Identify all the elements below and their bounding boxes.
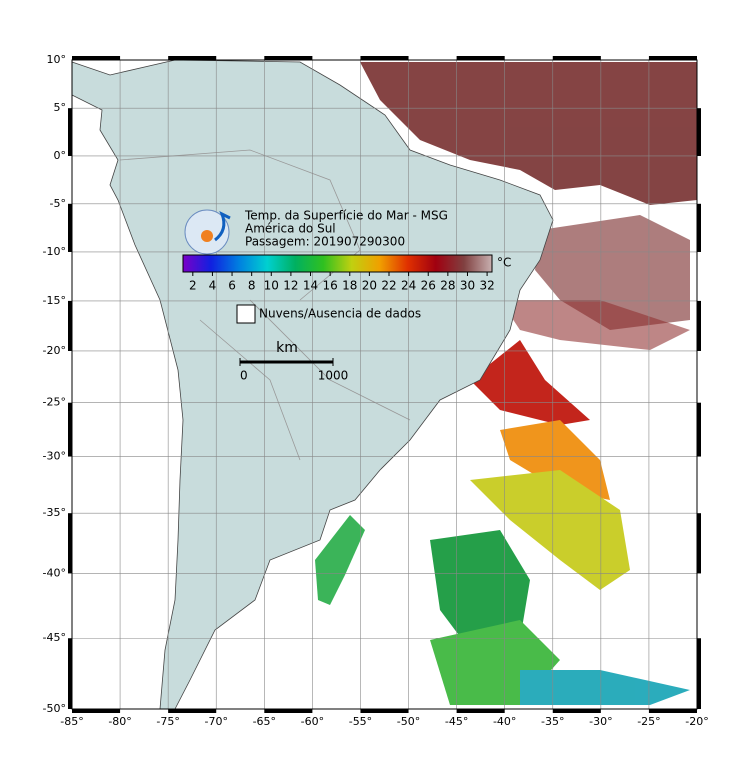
sst-patch — [360, 62, 697, 205]
x-tick-label: -30° — [589, 715, 612, 728]
sst-patch — [520, 670, 690, 705]
colorbar-tick-label: 26 — [421, 279, 436, 293]
sst-patches — [315, 62, 697, 705]
sst-patch — [315, 515, 365, 605]
colorbar-tick-label: 2 — [189, 279, 197, 293]
y-tick-label: -10° — [43, 245, 66, 258]
frame-band — [68, 300, 72, 351]
frame-band — [360, 709, 409, 713]
colorbar-tick-label: 16 — [323, 279, 338, 293]
frame-band — [697, 203, 701, 252]
frame-band — [72, 709, 121, 713]
colorbar-ticks: 2 4 6 8 10 12 14 16 18 20 22 24 26 28 30 32 — [189, 272, 495, 293]
frame-band — [68, 203, 72, 252]
x-tick-label: -45° — [445, 715, 468, 728]
sst-patch — [500, 420, 610, 500]
frame-band — [68, 638, 72, 709]
y-tick-label: -5° — [50, 197, 66, 210]
y-tick-label: -40° — [43, 566, 66, 579]
colorbar-tick-label: 12 — [283, 279, 298, 293]
frame-bands — [68, 56, 701, 713]
colorbar-tick-label: 14 — [303, 279, 318, 293]
legend-swatch — [236, 304, 256, 324]
title-line: Temp. da Superfície do Mar - MSG — [244, 209, 448, 223]
y-tick-label: -30° — [43, 450, 66, 463]
colorbar — [182, 254, 493, 273]
frame-band — [648, 709, 697, 713]
frame-band — [168, 56, 217, 60]
title-line: Passagem: 201907290300 — [245, 235, 405, 249]
scale-tick-label: 1000 — [318, 369, 349, 383]
scale-tick-label: 0 — [240, 369, 248, 383]
colorbar-tick-label: 18 — [342, 279, 357, 293]
colorbar-tick-label: 24 — [401, 279, 416, 293]
frame-band — [697, 638, 701, 709]
logo — [184, 209, 231, 255]
legend-label: Nuvens/Ausencia de dados — [259, 307, 421, 321]
y-tick-label: -50° — [43, 702, 66, 715]
x-tick-label: -70° — [204, 715, 227, 728]
y-tick-label: 10° — [47, 53, 67, 66]
x-tick-label: -85° — [60, 715, 83, 728]
sst-patch — [470, 340, 590, 425]
x-tick-label: -40° — [493, 715, 516, 728]
frame-band — [552, 709, 601, 713]
y-tick-label: -45° — [43, 631, 66, 644]
x-tick-label: -50° — [397, 715, 420, 728]
title-line: América do Sul — [245, 222, 336, 236]
grid — [71, 59, 698, 710]
colorbar-tick-label: 6 — [228, 279, 236, 293]
frame-band — [697, 402, 701, 457]
x-tick-label: -75° — [156, 715, 179, 728]
frame-band — [360, 56, 409, 60]
frame-band — [264, 56, 313, 60]
y-tick-label: 0° — [54, 149, 67, 162]
colorbar-tick-label: 20 — [362, 279, 377, 293]
scale-ticks: 0 1000 — [239, 358, 349, 383]
logo-arrow — [214, 210, 231, 242]
x-tick-label: -65° — [253, 715, 276, 728]
sst-patch — [430, 530, 530, 650]
colorbar-tick-label: 32 — [479, 279, 494, 293]
x-tick-label: -20° — [685, 715, 708, 728]
x-tick-label: -80° — [108, 715, 131, 728]
scale-unit: km — [276, 340, 298, 356]
frame-band — [456, 709, 505, 713]
frame-band — [264, 709, 313, 713]
frame-band — [456, 56, 505, 60]
y-tick-label: -20° — [43, 344, 66, 357]
frame-band — [648, 56, 697, 60]
y-tick-label: 5° — [54, 101, 67, 114]
colorbar-unit: °C — [497, 256, 511, 270]
x-tick-label: -25° — [637, 715, 660, 728]
colorbar-tick-label: 28 — [440, 279, 455, 293]
colorbar-tick-label: 30 — [460, 279, 475, 293]
y-tick-label: -15° — [43, 294, 66, 307]
colorbar-tick-label: 10 — [264, 279, 279, 293]
frame-band — [697, 300, 701, 351]
frame-band — [697, 108, 701, 156]
y-tick-label: -25° — [43, 396, 66, 409]
x-tick-label: -35° — [541, 715, 564, 728]
frame-band — [68, 513, 72, 574]
frame-band — [68, 108, 72, 156]
logo-sun — [201, 230, 213, 242]
colorbar-tick-label: 22 — [381, 279, 396, 293]
sst-patch — [500, 300, 690, 350]
frame-band — [72, 56, 121, 60]
frame-band — [68, 402, 72, 457]
frame-band — [168, 709, 217, 713]
colorbar-tick-label: 4 — [209, 279, 217, 293]
colorbar-tick-label: 8 — [248, 279, 256, 293]
x-tick-label: -60° — [301, 715, 324, 728]
frame-band — [552, 56, 601, 60]
sst-patch — [470, 470, 630, 590]
x-tick-label: -55° — [349, 715, 372, 728]
frame-band — [697, 513, 701, 574]
axis-labels: -85° -80° -75° -70° -65° -60° -55° -50° -45° -40°… — [43, 53, 709, 728]
y-tick-label: -35° — [43, 506, 66, 519]
